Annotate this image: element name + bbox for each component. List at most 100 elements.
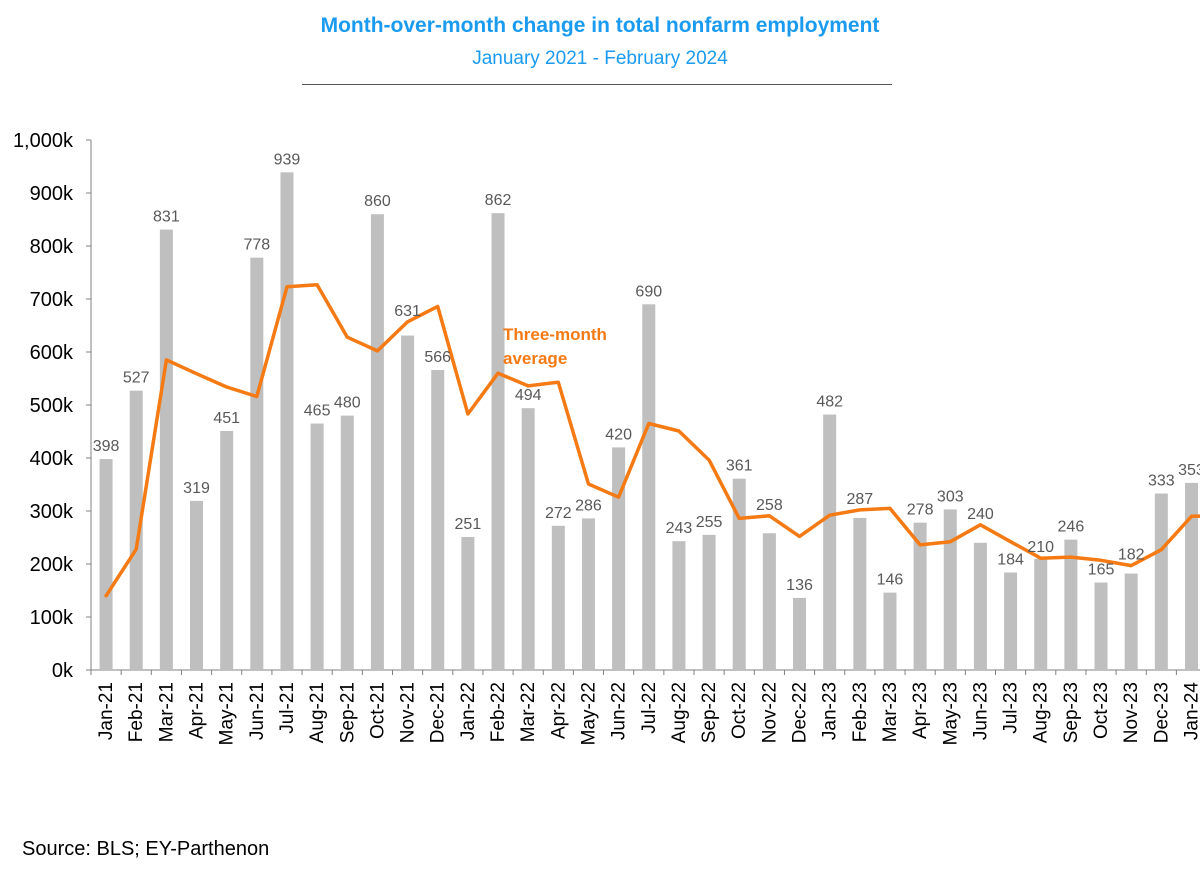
chart-axes: 0k 100k 200k 300k 400k 500k 600k 700k 800k 900k 1,… (13, 130, 1200, 745)
x-tick-label: Jan-24 (1181, 682, 1200, 741)
bar (431, 370, 445, 670)
y-tick-label: 0k (52, 660, 74, 682)
source-note: Source: BLS; EY-Parthenon (22, 838, 270, 860)
x-tick-label: Mar-23 (880, 682, 901, 742)
bar (793, 597, 807, 670)
bar (461, 536, 475, 670)
bar-value-label: 303 (937, 488, 964, 505)
y-tick-label: 600k (30, 342, 74, 364)
x-tick-label: Sep-22 (699, 682, 720, 743)
x-tick-label: Oct-23 (1091, 682, 1112, 739)
x-tick-label: Aug-21 (307, 682, 328, 743)
bar (823, 414, 837, 670)
x-tick-label: Sep-21 (337, 682, 358, 743)
bar-value-label: 251 (455, 516, 482, 533)
y-tick-label: 1,000k (13, 130, 74, 152)
bar (883, 592, 897, 670)
x-tick-label: Mar-22 (518, 682, 539, 742)
annotation-line-2: average (503, 349, 567, 368)
bar (280, 172, 294, 670)
annotation-line-1: Three-month (503, 325, 607, 344)
bar (1094, 582, 1108, 670)
x-tick-label: Jul-21 (277, 682, 298, 734)
title-underline (302, 84, 892, 85)
chart-subtitle: January 2021 - February 2024 (472, 48, 728, 69)
x-tick-label: Feb-23 (850, 682, 871, 742)
bar-value-label: 778 (243, 237, 270, 254)
bar-value-label: 361 (726, 458, 753, 475)
x-tick-label: Jan-23 (820, 682, 841, 740)
bar-value-label: 258 (756, 497, 783, 514)
bar (99, 459, 113, 670)
x-tick-label: Aug-22 (669, 682, 690, 743)
bar-value-label: 286 (575, 497, 602, 514)
bar (642, 304, 656, 670)
bar-value-label: 255 (696, 514, 723, 531)
y-tick-label: 900k (30, 183, 74, 205)
x-tick-label: Aug-23 (1031, 682, 1052, 743)
x-tick-label: Nov-22 (759, 682, 780, 743)
x-tick-label: Apr-21 (187, 682, 208, 739)
bar (943, 509, 957, 670)
bar-value-label: 480 (334, 395, 361, 412)
bar (401, 335, 415, 670)
bar-value-label: 278 (907, 502, 934, 519)
bar (973, 542, 987, 670)
x-tick-label: Jun-22 (609, 682, 630, 740)
bar-value-label: 465 (304, 403, 331, 420)
bar-value-label: 210 (1027, 539, 1054, 556)
bar-value-label: 240 (967, 506, 994, 523)
chart-title: Month-over-month change in total nonfarm… (320, 14, 880, 37)
bar (220, 430, 234, 670)
bar-value-label: 184 (997, 551, 1024, 568)
x-tick-label: Jan-22 (458, 682, 479, 740)
bar (370, 214, 384, 670)
bar-value-label: 527 (123, 370, 150, 387)
bar (672, 541, 686, 670)
bar (1034, 558, 1048, 670)
bar-value-label: 146 (877, 572, 904, 589)
x-tick-label: Feb-21 (126, 682, 147, 742)
data-labels: 398 527 831 319 451 778 939 465 480 860 631 566 251 8… (93, 151, 1200, 594)
bar-value-label: 319 (183, 480, 210, 497)
bar-value-label: 165 (1088, 562, 1115, 579)
bar (310, 423, 324, 670)
x-tick-label: May-22 (578, 682, 599, 745)
bar (1154, 493, 1168, 670)
bar (853, 517, 867, 670)
bar (612, 447, 626, 670)
bar-value-label: 398 (93, 438, 120, 455)
bar-value-label: 482 (816, 394, 843, 411)
bar (129, 390, 143, 670)
x-tick-label: Oct-22 (729, 682, 750, 739)
bar (1184, 482, 1198, 670)
x-tick-label: Sep-23 (1061, 682, 1082, 743)
x-tick-label: Nov-21 (398, 682, 419, 743)
y-tick-label: 500k (30, 395, 74, 417)
average-line-series (104, 282, 1200, 598)
bar (732, 478, 746, 670)
bar-value-label: 353 (1178, 462, 1200, 479)
bar (159, 229, 173, 670)
x-tick-label: May-21 (217, 682, 238, 745)
line-annotation: Three-month average (503, 325, 607, 368)
bar-value-label: 333 (1148, 473, 1175, 490)
bar (340, 415, 354, 670)
x-tick-label: Jul-22 (639, 682, 660, 734)
x-tick-label: Jun-21 (247, 682, 268, 740)
bar-value-label: 243 (666, 520, 693, 537)
bar (1124, 573, 1138, 670)
y-tick-label: 100k (30, 607, 74, 629)
bar-value-label: 862 (485, 192, 512, 209)
bar-value-label: 566 (424, 349, 451, 366)
bar-value-label: 690 (635, 283, 662, 300)
bar-value-label: 182 (1118, 547, 1145, 564)
bar-value-label: 860 (364, 193, 391, 210)
bar-value-label: 420 (605, 426, 632, 443)
y-tick-label: 300k (30, 501, 74, 523)
bar (913, 522, 927, 670)
bar (762, 533, 776, 670)
bar-value-label: 831 (153, 209, 180, 226)
y-tick-label: 400k (30, 448, 74, 470)
bar (190, 500, 204, 670)
